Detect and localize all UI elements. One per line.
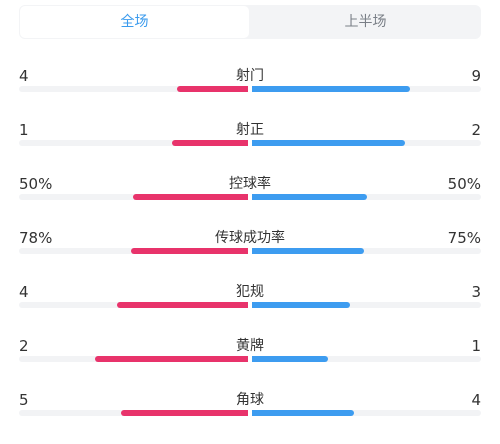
stat-row-corners: 5 角球 4 [0,390,500,444]
home-bar [121,410,248,416]
home-bar-track [19,410,248,416]
stat-label: 犯规 [236,284,264,300]
stat-row-pass-accuracy: 78% 传球成功率 75% [0,228,500,282]
home-value: 2 [19,337,29,355]
stat-row-yellow-cards: 2 黄牌 1 [0,336,500,390]
home-bar [172,140,248,146]
home-value: 50% [19,175,53,193]
away-bar-track [252,194,481,200]
stat-label: 角球 [236,392,264,408]
home-bar-track [19,140,248,146]
home-bar-track [19,194,248,200]
away-bar [252,194,367,200]
away-bar [252,410,354,416]
home-bar-track [19,248,248,254]
away-value: 4 [471,391,481,409]
home-bar [95,356,248,362]
home-bar-track [19,86,248,92]
away-value: 1 [471,337,481,355]
stat-row-possession: 50% 控球率 50% [0,174,500,228]
away-bar [252,86,410,92]
stat-row-shots: 4 射门 9 [0,66,500,120]
away-bar-track [252,410,481,416]
away-value: 9 [471,67,481,85]
away-value: 50% [447,175,481,193]
stat-row-shots-on-target: 1 射正 2 [0,120,500,174]
away-bar-track [252,248,481,254]
away-bar-track [252,140,481,146]
away-bar [252,356,328,362]
stat-label: 传球成功率 [215,230,285,246]
away-bar-track [252,302,481,308]
away-bar [252,140,405,146]
away-bar [252,248,364,254]
home-bar [117,302,248,308]
home-value: 78% [19,229,53,247]
home-value: 4 [19,67,29,85]
home-bar-track [19,302,248,308]
stat-label: 黄牌 [236,338,264,354]
away-bar-track [252,86,481,92]
stat-label: 射正 [236,122,264,138]
away-value: 2 [471,121,481,139]
home-value: 4 [19,283,29,301]
home-bar [131,248,248,254]
home-bar-track [19,356,248,362]
home-bar [133,194,248,200]
tab-first-half[interactable]: 上半场 [344,14,387,30]
stat-label: 控球率 [229,176,271,192]
stat-row-fouls: 4 犯规 3 [0,282,500,336]
stat-label: 射门 [236,68,264,84]
tab-full-match[interactable]: 全场 [20,6,249,38]
away-bar [252,302,350,308]
home-bar [177,86,248,92]
period-tabs: 全场 上半场 [19,5,481,39]
home-value: 1 [19,121,29,139]
away-bar-track [252,356,481,362]
away-value: 3 [471,283,481,301]
home-value: 5 [19,391,29,409]
away-value: 75% [447,229,481,247]
